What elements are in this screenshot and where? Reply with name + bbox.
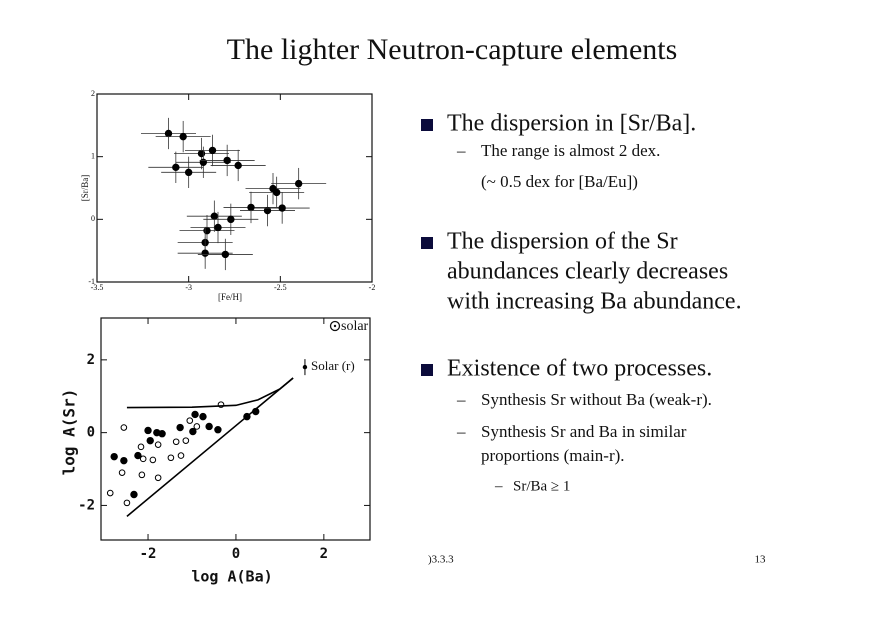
filled-point xyxy=(201,249,209,257)
open-point xyxy=(177,452,185,459)
footer-date: )3.3.3 xyxy=(428,554,454,566)
filled-point xyxy=(134,451,142,460)
filled-point xyxy=(247,203,255,212)
y-tick-label: 0 xyxy=(91,214,95,223)
filled-point xyxy=(120,456,128,465)
open-point xyxy=(154,474,162,482)
open-point xyxy=(120,424,128,431)
open-point xyxy=(167,454,175,462)
filled-point xyxy=(179,132,187,141)
x-tick-label: -2 xyxy=(140,546,157,562)
slide-title: The lighter Neutron-capture elements xyxy=(227,33,678,66)
bullet-text: with increasing Ba abundance. xyxy=(447,289,742,315)
filled-point xyxy=(203,226,211,235)
chart: -3.5 -3 -2.5 -2 -1 0 1 2 [Fe/H] [Sr/Ba] xyxy=(80,89,375,302)
filled-point xyxy=(205,422,213,431)
filled-point xyxy=(214,223,222,232)
y-tick-label: 2 xyxy=(87,352,95,368)
x-tick-label: -3 xyxy=(185,283,192,292)
sub-dash: – xyxy=(494,478,503,494)
solar-point xyxy=(302,364,308,370)
open-point xyxy=(139,455,147,463)
sub-bullet-text: Synthesis Sr and Ba in similar xyxy=(481,422,687,441)
bullet-text: abundances clearly decreases xyxy=(447,259,728,285)
open-point xyxy=(154,441,162,448)
bullet-square xyxy=(421,364,433,376)
model-curve xyxy=(126,377,294,517)
y-tick-label: -1 xyxy=(88,277,95,286)
bullet-text: The dispersion in [Sr/Ba]. xyxy=(447,111,696,137)
filled-point xyxy=(199,412,207,421)
y-tick-label: 1 xyxy=(91,151,95,160)
solar-symbol xyxy=(329,320,341,332)
bullet-text: The dispersion of the Sr xyxy=(447,229,678,255)
filled-point xyxy=(223,156,231,165)
x-tick-label: -2 xyxy=(369,283,376,292)
sub-bullet-text: Synthesis Sr without Ba (weak-r). xyxy=(481,390,712,409)
filled-point xyxy=(208,146,217,155)
filled-point xyxy=(214,426,222,434)
open-point xyxy=(172,438,180,446)
y-axis-label: log A(Sr) xyxy=(60,389,79,476)
solar-symbol-dot xyxy=(333,324,337,328)
open-point xyxy=(118,469,126,476)
y-tick-label: -2 xyxy=(78,497,95,513)
plot-frame xyxy=(96,93,373,283)
open-point xyxy=(106,489,114,497)
filled-point xyxy=(130,490,138,499)
filled-point xyxy=(176,423,184,432)
filled-point xyxy=(184,168,193,177)
filled-point xyxy=(234,161,242,170)
x-axis-label: [Fe/H] xyxy=(218,292,242,302)
sub-dash: – xyxy=(456,141,466,160)
sub-dash: – xyxy=(456,390,466,409)
filled-point xyxy=(144,426,152,435)
x-tick-label: -3.5 xyxy=(91,283,104,292)
sub-bullet-text: The range is almost 2 dex. xyxy=(481,141,660,160)
y-tick-label: 0 xyxy=(87,425,95,441)
filled-point xyxy=(110,452,118,461)
chart: -2 0 2 -2 0 2 log A(Ba) log A(Sr) Solar (r) solar xyxy=(60,317,371,586)
open-point xyxy=(123,499,131,507)
bullet-square xyxy=(421,119,433,131)
filled-point xyxy=(210,212,219,220)
filled-point xyxy=(197,149,206,158)
filled-point xyxy=(191,410,199,419)
bullet-text: Existence of two processes. xyxy=(447,356,712,382)
x-axis-label: log A(Ba) xyxy=(191,568,272,586)
filled-point xyxy=(172,163,180,172)
page-number: 13 xyxy=(755,554,767,566)
annotation: solar xyxy=(341,319,369,334)
x-tick-label: 2 xyxy=(320,546,328,562)
bullet-square xyxy=(421,237,433,249)
x-tick-label: -2.5 xyxy=(274,283,287,292)
open-point xyxy=(149,456,157,464)
filled-point xyxy=(221,250,230,259)
sub-bullet-text: proportions (main-r). xyxy=(481,446,625,465)
filled-point xyxy=(158,430,166,438)
filled-point xyxy=(272,188,281,197)
filled-point xyxy=(146,436,154,445)
open-point xyxy=(138,471,146,479)
filled-point xyxy=(227,215,235,224)
annotation: Solar (r) xyxy=(311,358,355,373)
y-axis-label: [Sr/Ba] xyxy=(80,175,90,202)
filled-point xyxy=(278,204,286,212)
x-tick-label: 0 xyxy=(232,546,240,562)
filled-point xyxy=(189,427,197,436)
sub-sub-bullet-text: Sr/Ba ≥ 1 xyxy=(513,478,570,494)
open-point xyxy=(137,443,145,451)
filled-point xyxy=(164,129,173,138)
sub-dash: – xyxy=(456,422,466,441)
open-point xyxy=(193,423,201,430)
filled-point xyxy=(294,179,303,188)
sub-bullet-text: (~ 0.5 dex for [Ba/Eu]) xyxy=(481,172,638,191)
y-tick-label: 2 xyxy=(91,89,95,98)
filled-point xyxy=(263,206,272,215)
open-point xyxy=(182,437,190,444)
open-point xyxy=(186,417,194,424)
